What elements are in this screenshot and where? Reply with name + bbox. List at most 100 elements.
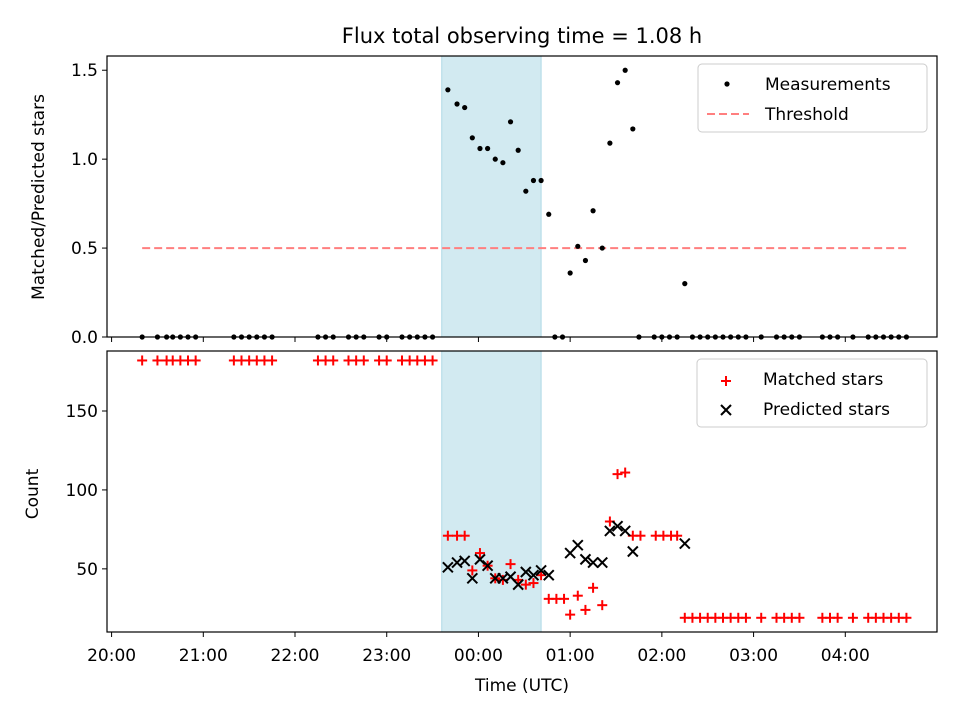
measurement-point xyxy=(515,147,521,153)
measurement-point xyxy=(682,281,688,287)
top-axes-frame xyxy=(106,55,938,338)
top-panel: 0.0 0.5 1.0 1.5 Matched/Predicted stars Mea… xyxy=(29,55,938,348)
matched-point xyxy=(559,593,570,604)
measurement-point xyxy=(607,140,613,146)
xtick-label: 01:00 xyxy=(546,646,595,666)
measurement-point xyxy=(614,80,621,86)
bottom-xticks: 20:00 21:00 22:00 23:00 00:00 01:00 02:00 03:00… xyxy=(87,632,870,666)
legend-measurements-marker xyxy=(724,81,730,87)
predicted-point xyxy=(442,561,454,573)
matched-point xyxy=(740,612,751,623)
matched-point xyxy=(635,530,646,541)
matched-point xyxy=(565,609,576,620)
top-ylabel: Matched/Predicted stars xyxy=(29,94,49,300)
legend-threshold-label: Threshold xyxy=(764,105,849,125)
bottom-legend: Matched stars Predicted stars xyxy=(696,358,928,428)
legend-measurements-label: Measurements xyxy=(765,75,891,95)
measurement-point xyxy=(500,160,506,166)
measurement-point xyxy=(523,188,529,194)
bottom-yticks: 50 100 150 xyxy=(66,402,107,580)
matched-point xyxy=(794,612,805,623)
matched-point xyxy=(381,355,392,366)
predicted-point xyxy=(627,545,639,558)
predicted-point xyxy=(579,553,592,566)
matched-point xyxy=(427,355,438,366)
measurement-point xyxy=(445,87,451,93)
matched-point xyxy=(442,530,453,541)
top-xticks xyxy=(111,337,846,342)
matched-point xyxy=(572,590,583,601)
measurement-point xyxy=(477,145,483,152)
measurement-point xyxy=(567,270,573,276)
matched-point xyxy=(358,355,369,366)
top-legend-box xyxy=(697,63,928,133)
bottom-ylabel: Count xyxy=(23,468,43,519)
measurement-point xyxy=(590,208,596,214)
matched-point xyxy=(901,612,912,623)
xtick-label: 23:00 xyxy=(362,646,411,666)
predicted-point xyxy=(458,555,471,567)
measurement-point xyxy=(469,135,475,141)
xtick-label: 00:00 xyxy=(454,646,503,666)
bottom-panel: 50 100 150 20:00 21:00 22:00 23:00 00:00 01:00 0… xyxy=(23,350,938,696)
figure-title: Flux total observing time = 1.08 h xyxy=(342,24,702,48)
ytick-label: 1.5 xyxy=(71,61,98,81)
measurement-point xyxy=(492,156,498,162)
predicted-point xyxy=(520,566,532,578)
legend-matched-label: Matched stars xyxy=(763,370,883,390)
matched-point xyxy=(672,530,683,541)
matched-point xyxy=(459,530,470,541)
xtick-label: 02:00 xyxy=(637,646,686,666)
xtick-label: 04:00 xyxy=(821,646,870,666)
predicted-point xyxy=(596,556,608,569)
matched-point xyxy=(520,579,531,590)
bottom-highlight-span xyxy=(441,350,542,633)
matched-point xyxy=(588,582,599,593)
predicted-point xyxy=(604,525,616,537)
xtick-label: 03:00 xyxy=(729,646,778,666)
matched-point xyxy=(190,355,201,366)
predicted-point xyxy=(679,537,691,550)
legend-predicted-label: Predicted stars xyxy=(763,400,890,420)
ytick-label: 150 xyxy=(66,402,98,422)
measurement-point xyxy=(582,257,589,264)
matched-point xyxy=(612,469,623,480)
matched-point xyxy=(267,355,278,366)
predicted-point xyxy=(481,559,494,572)
measurement-point xyxy=(538,177,544,184)
predicted-point xyxy=(535,564,547,577)
measurement-point xyxy=(575,243,581,249)
matched-point xyxy=(597,600,608,611)
measurement-point xyxy=(485,145,491,152)
predicted-point xyxy=(572,539,584,551)
ytick-label: 1.0 xyxy=(71,150,98,170)
matched-point xyxy=(328,355,339,366)
matched-point xyxy=(474,548,485,559)
matched-point xyxy=(137,355,148,366)
predicted-point xyxy=(587,556,599,569)
xtick-label: 22:00 xyxy=(271,646,320,666)
predicted-point xyxy=(543,569,555,581)
measurement-point xyxy=(546,211,552,217)
top-highlight-span xyxy=(441,55,542,338)
ytick-label: 100 xyxy=(66,481,98,501)
bottom-legend-box xyxy=(696,358,928,428)
matched-point xyxy=(505,559,516,570)
legend-matched-marker xyxy=(721,376,731,386)
bottom-xlabel: Time (UTC) xyxy=(474,676,569,696)
bottom-axes-frame xyxy=(106,350,938,633)
measurement-point xyxy=(454,101,460,107)
predicted-point xyxy=(619,525,631,537)
measurement-point xyxy=(630,126,636,132)
matched-point xyxy=(832,612,843,623)
matched-point xyxy=(620,467,631,478)
predicted-point xyxy=(512,578,524,591)
matched-point xyxy=(756,612,767,623)
ytick-label: 50 xyxy=(76,560,98,580)
matched-point xyxy=(467,565,478,576)
predicted-point xyxy=(466,572,479,585)
top-yticks: 0.0 0.5 1.0 1.5 xyxy=(71,61,107,348)
xtick-label: 20:00 xyxy=(87,646,136,666)
ytick-label: 0.5 xyxy=(71,239,98,259)
